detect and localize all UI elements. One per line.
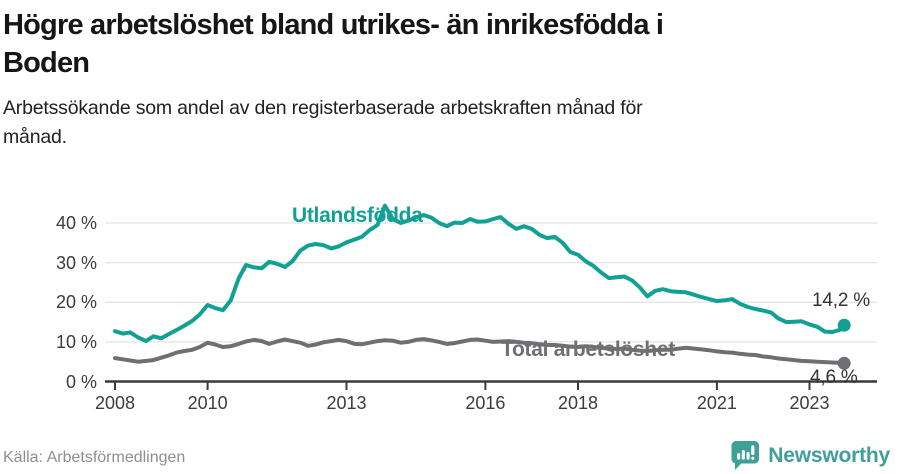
end-dot-utlandsfodda xyxy=(837,318,851,332)
page-title-line2: Boden xyxy=(3,47,90,79)
source-note: Källa: Arbetsförmedlingen xyxy=(3,449,186,466)
page-subtitle-line1: Arbetssökande som andel av den registerb… xyxy=(3,97,643,119)
page-title: Högre arbetslöshet bland utrikes- än inr… xyxy=(3,6,896,82)
end-value-label-total: 4,6 % xyxy=(810,367,858,388)
y-tick-label: 10 % xyxy=(55,331,97,352)
series-label-utlandsfodda: Utlandsfödda xyxy=(292,204,423,227)
series-label-total-arbetsloshet: Total arbetslöshet xyxy=(501,338,675,361)
y-tick-label: 30 % xyxy=(55,252,97,273)
newsworthy-logo-text: Newsworthy xyxy=(768,443,890,467)
x-tick-label: 2010 xyxy=(187,393,228,413)
end-dot-total xyxy=(837,356,851,370)
page-subtitle: Arbetssökande som andel av den registerb… xyxy=(3,94,896,152)
x-tick-label: 2013 xyxy=(326,393,367,413)
x-tick-label: 2018 xyxy=(557,393,599,413)
series-line-total xyxy=(113,337,847,366)
y-tick-label: 20 % xyxy=(55,292,97,313)
x-tick-label: 2016 xyxy=(465,393,506,413)
series-line-utlandsfodda xyxy=(113,203,847,344)
newsworthy-logo: Newsworthy xyxy=(731,440,890,471)
page-subtitle-line2: månad. xyxy=(3,126,67,148)
newsworthy-bubble-chart-icon xyxy=(731,441,760,470)
y-tick-label: 40 % xyxy=(55,213,97,233)
x-tick-label: 2023 xyxy=(789,393,830,413)
y-tick-label: 0 % xyxy=(65,371,97,392)
x-tick-label: 2008 xyxy=(94,393,136,413)
page-title-line1: Högre arbetslöshet bland utrikes- än inr… xyxy=(3,9,664,41)
end-value-label-utlandsfodda: 14,2 % xyxy=(812,290,870,311)
x-tick-label: 2021 xyxy=(696,393,737,413)
